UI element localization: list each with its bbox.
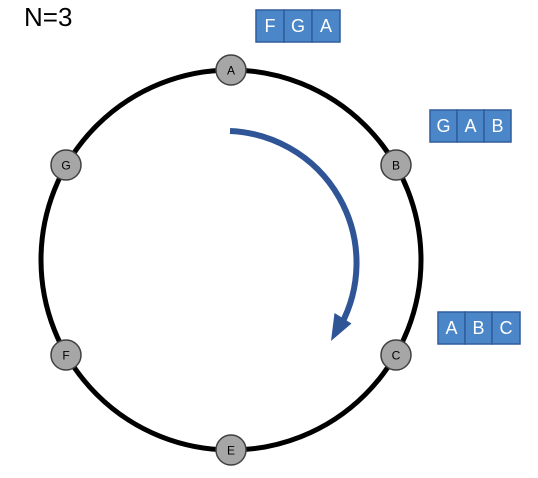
node-label: A	[227, 64, 235, 78]
replica-label: A	[320, 16, 332, 36]
curved-arrow-icon	[229, 128, 360, 341]
node-label: E	[227, 444, 235, 458]
replica-group-a: F G A	[255, 9, 341, 43]
ring-node-c: C	[380, 339, 412, 371]
replica-group-c: A B C	[437, 311, 521, 345]
replica-label: G	[291, 16, 305, 36]
replica-label: G	[436, 116, 450, 136]
node-label: B	[392, 159, 400, 173]
ring-node-f: F	[50, 339, 82, 371]
ring-node-a: A	[215, 54, 247, 86]
replica-label: A	[464, 116, 476, 136]
node-label: G	[61, 159, 70, 173]
replica-label: A	[445, 318, 457, 338]
replica-label: B	[491, 116, 503, 136]
replica-label: F	[265, 16, 276, 36]
node-label: F	[62, 349, 69, 363]
replica-label: C	[500, 318, 513, 338]
ring-node-b: B	[380, 149, 412, 181]
replica-label: B	[472, 318, 484, 338]
page-title: N=3	[24, 2, 73, 32]
ring-node-g: G	[50, 149, 82, 181]
node-label: C	[392, 349, 401, 363]
hash-ring	[38, 67, 424, 453]
replica-group-b: G A B	[429, 109, 512, 143]
ring-node-e: E	[215, 434, 247, 466]
